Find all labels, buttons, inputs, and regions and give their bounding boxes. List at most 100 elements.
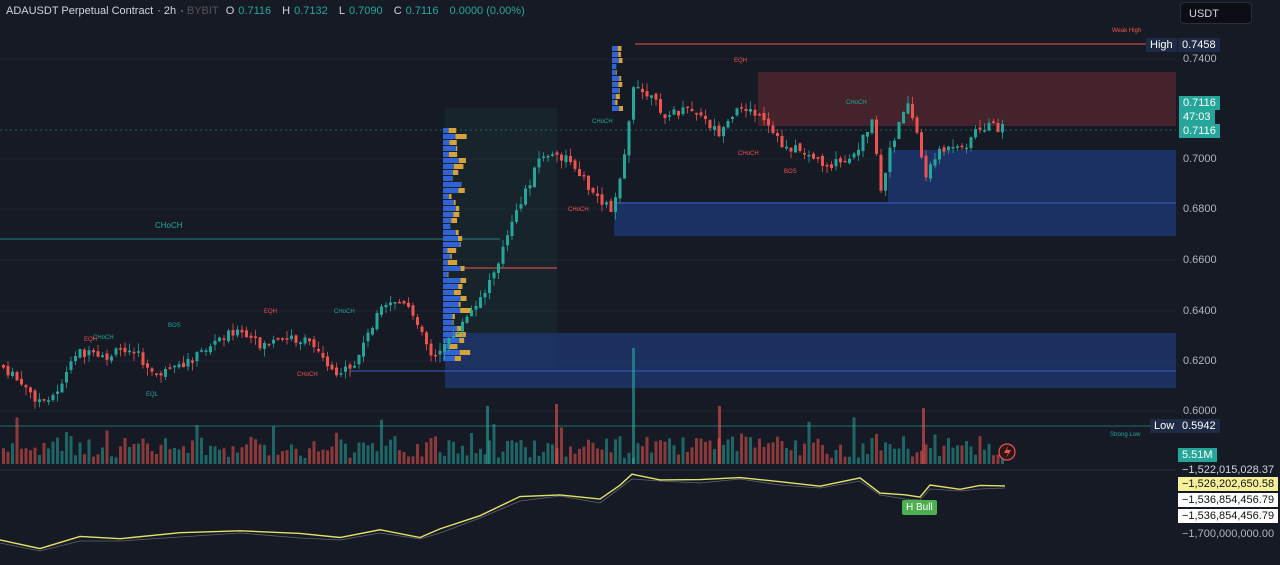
ohlc-high: H 0.7132	[282, 5, 328, 17]
candle	[537, 150, 541, 174]
candle	[416, 313, 419, 330]
volume-bar	[20, 448, 23, 464]
volume-bar	[60, 450, 64, 464]
candle	[677, 110, 680, 120]
candle	[456, 327, 460, 335]
candle	[740, 102, 743, 113]
candle	[816, 156, 820, 163]
volume-bar	[681, 437, 685, 464]
eqh-label: EQH	[734, 58, 748, 64]
candle	[951, 139, 955, 153]
profile-bar	[619, 76, 622, 81]
candle	[411, 302, 415, 320]
volume-bar	[735, 451, 739, 464]
candle	[173, 365, 176, 374]
candle	[200, 347, 203, 353]
volume-bar	[110, 456, 113, 464]
candle	[533, 166, 536, 188]
profile-bar	[612, 100, 616, 105]
candle	[492, 270, 496, 286]
volume-bar	[74, 455, 77, 464]
profile-bar	[455, 230, 459, 235]
candle	[843, 155, 847, 163]
replay-icon[interactable]	[998, 443, 1016, 461]
candle	[186, 353, 190, 371]
price-tick: 0.6600	[1183, 254, 1217, 266]
indicator-value: −1,536,854,456.79	[1178, 493, 1279, 507]
profile-bar	[443, 350, 460, 355]
volume-bar	[740, 433, 743, 464]
candle	[546, 154, 550, 162]
price-tick: 0.6800	[1183, 203, 1217, 215]
candle	[128, 343, 131, 356]
volume-bar	[353, 452, 356, 464]
volume-bar	[722, 444, 725, 464]
volume-bar	[24, 448, 28, 464]
volume-bar	[560, 427, 563, 464]
profile-bar	[612, 76, 620, 81]
volume-bar	[479, 448, 482, 464]
volume-bar	[825, 453, 829, 464]
candle	[51, 392, 55, 403]
currency-button[interactable]: USDT	[1180, 2, 1252, 24]
profile-bar	[459, 350, 471, 355]
profile-bar	[443, 200, 454, 205]
volume-bar	[290, 444, 293, 464]
volume-bar	[483, 454, 487, 464]
volume-bar	[960, 445, 964, 464]
profile-bar	[612, 70, 616, 75]
volume-bar	[650, 452, 653, 464]
volume-bar	[105, 430, 109, 464]
candle	[263, 340, 266, 357]
volume-bar	[393, 436, 397, 464]
candle	[663, 113, 667, 125]
bos-label: BOS	[168, 323, 181, 329]
volume-bar	[884, 442, 887, 464]
volume-bar	[218, 449, 221, 464]
profile-bar	[443, 158, 459, 163]
candle	[555, 150, 559, 163]
volume-bar	[348, 457, 352, 464]
volume-bar	[236, 452, 239, 464]
profile-bar	[453, 164, 464, 169]
volume-bar	[51, 441, 55, 464]
candle	[209, 343, 212, 355]
symbol-name[interactable]: ADAUSDT Perpetual Contract	[6, 5, 154, 17]
volume-bar	[924, 444, 928, 464]
low-label: Low	[1150, 419, 1179, 433]
candle	[753, 104, 757, 122]
volume-bar	[344, 443, 347, 464]
volume-bar	[330, 446, 334, 464]
profile-bar	[458, 302, 461, 307]
volume-bar	[897, 448, 901, 464]
interval-label[interactable]: 2h	[163, 5, 177, 17]
volume-bar	[591, 442, 595, 464]
profile-bar	[443, 188, 459, 193]
volume-bar	[672, 445, 676, 464]
profile-bar	[443, 164, 454, 169]
profile-bar	[458, 158, 466, 163]
volume-bar	[605, 438, 608, 464]
candle	[191, 357, 194, 371]
volume-bar	[294, 448, 298, 464]
volume-bar	[177, 449, 181, 464]
candle	[632, 85, 635, 124]
profile-bar	[443, 254, 451, 259]
candle	[83, 347, 86, 364]
volume-bar	[447, 440, 451, 464]
candle	[240, 325, 244, 338]
volume-bar	[659, 440, 662, 464]
candle	[56, 384, 59, 402]
candle	[857, 142, 860, 162]
volume-bar	[821, 444, 824, 464]
volume-bar	[641, 446, 644, 464]
candle	[830, 160, 833, 172]
volume-bar	[686, 451, 689, 464]
candle	[24, 383, 28, 396]
volume-bar	[816, 438, 820, 464]
candle	[218, 336, 221, 343]
volume-bar	[708, 440, 712, 464]
candle	[371, 326, 374, 336]
